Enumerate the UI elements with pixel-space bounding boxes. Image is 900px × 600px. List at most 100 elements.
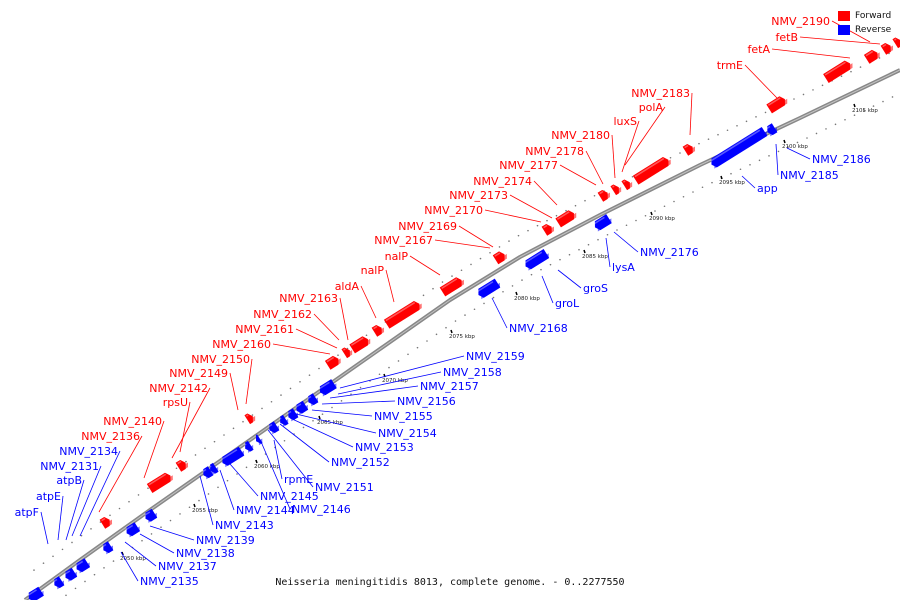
scale-label-4: 2070 kbp	[382, 378, 408, 384]
svg-text:NMV_2186: NMV_2186	[812, 153, 871, 166]
svg-text:NMV_2160: NMV_2160	[212, 338, 271, 351]
scale-label-6: 2080 kbp	[514, 296, 540, 302]
reverse-left-gene-label-1-nmv-2131: NMV_2131	[40, 460, 102, 537]
svg-text:NMV_2146: NMV_2146	[292, 503, 351, 516]
forward-gene-block-1	[146, 472, 173, 493]
scale-label-5: 2075 kbp	[449, 334, 475, 340]
reverse-gene-label-20-nmv-2144: NMV_2144	[219, 469, 295, 517]
svg-text:NMV_2170: NMV_2170	[424, 204, 483, 217]
forward-gene-block-22	[892, 37, 900, 49]
svg-text:NMV_2173: NMV_2173	[449, 189, 508, 202]
svg-text:NMV_2142: NMV_2142	[149, 382, 208, 395]
forward-gene-label-7-nmv-2180: NMV_2180	[551, 129, 616, 179]
forward-gene-block-20	[863, 49, 880, 64]
legend: Forward Reverse	[838, 9, 891, 37]
scale-label-8: 2090 kbp	[649, 216, 675, 222]
forward-gene-label-19-nmv-2162: NMV_2162	[253, 308, 340, 341]
svg-text:NMV_2185: NMV_2185	[780, 169, 839, 182]
forward-gene-label-10-nmv-2174: NMV_2174	[473, 175, 558, 206]
forward-swatch	[838, 11, 850, 21]
forward-gene-block-12	[555, 210, 577, 228]
forward-gene-block-16	[632, 156, 671, 185]
reverse-gene-block-15	[295, 400, 309, 415]
reverse-gene-block-1	[53, 576, 65, 590]
reverse-gene-label-15-nmv-2152: NMV_2152	[279, 423, 390, 469]
scale-tick-1	[193, 503, 196, 508]
svg-text:NMV_2168: NMV_2168	[509, 322, 568, 335]
legend-forward: Forward	[838, 9, 891, 23]
forward-gene-block-15	[621, 179, 633, 191]
reverse-gene-block-6	[144, 508, 158, 523]
reverse-gene-block-12	[268, 421, 280, 435]
reverse-gene-block-10	[244, 440, 254, 453]
forward-gene-label-3-trme: trmE	[717, 59, 778, 99]
gene-labels: NMV_2190fetBfetAtrmENMV_2183polAluxSNMV_…	[15, 15, 881, 588]
svg-text:NMV_2176: NMV_2176	[640, 246, 699, 259]
scale-label-7: 2085 kbp	[582, 254, 608, 260]
forward-gene-block-14	[610, 184, 622, 196]
forward-gene-block-4	[324, 355, 341, 370]
reverse-gene-label-24-nmv-2137: NMV_2137	[124, 541, 217, 573]
svg-text:NMV_2140: NMV_2140	[103, 415, 162, 428]
reverse-gene-label-19-nmv-2145: NMV_2145	[229, 463, 319, 503]
svg-text:NMV_2169: NMV_2169	[398, 220, 457, 233]
svg-text:NMV_2135: NMV_2135	[140, 575, 199, 588]
svg-text:NMV_2158: NMV_2158	[443, 366, 502, 379]
forward-gene-label-17-alda: aldA	[335, 280, 377, 319]
forward-gene-block-0	[99, 516, 113, 529]
scale-label-0: 2050 kbp	[120, 556, 146, 562]
forward-gene-label-22-nmv-2150: NMV_2150	[191, 353, 253, 405]
reverse-swatch	[838, 25, 850, 35]
reverse-gene-block-4	[102, 541, 114, 555]
svg-text:NMV_2137: NMV_2137	[158, 560, 217, 573]
svg-text:NMV_2174: NMV_2174	[473, 175, 532, 188]
reverse-gene-label-6-grol: groL	[541, 275, 580, 310]
reverse-gene-label-17-rpme: rpmE	[273, 439, 313, 486]
reverse-left-gene-label-0-nmv-2134: NMV_2134	[59, 445, 121, 537]
svg-text:app: app	[757, 182, 778, 195]
svg-text:NMV_2149: NMV_2149	[169, 367, 228, 380]
reverse-gene-label-4-lysa: lysA	[605, 237, 635, 274]
reverse-gene-block-18	[477, 278, 501, 300]
svg-text:aldA: aldA	[335, 280, 360, 293]
forward-gene-label-9-nmv-2177: NMV_2177	[499, 159, 597, 186]
forward-gene-block-2	[175, 459, 189, 472]
forward-gene-label-27-nmv-2136: NMV_2136	[81, 430, 143, 513]
svg-text:NMV_2134: NMV_2134	[59, 445, 118, 458]
forward-gene-label-14-nmv-2167: NMV_2167	[374, 234, 491, 249]
forward-gene-label-21-nmv-2160: NMV_2160	[212, 338, 331, 355]
reverse-gene-block-21	[710, 126, 768, 169]
reverse-gene-block-20	[593, 214, 612, 232]
svg-text:NMV_2183: NMV_2183	[631, 87, 690, 100]
reverse-gene-label-13-nmv-2154: NMV_2154	[295, 413, 437, 440]
reverse-left-gene-label-4-atpf: atpF	[15, 506, 49, 545]
svg-text:atpB: atpB	[56, 474, 82, 487]
reverse-gene-label-23-nmv-2138: NMV_2138	[139, 533, 235, 560]
svg-text:NMV_2151: NMV_2151	[315, 481, 374, 494]
forward-gene-block-9	[439, 277, 464, 297]
svg-text:groL: groL	[555, 297, 580, 310]
forward-gene-block-18	[766, 96, 788, 114]
forward-gene-label-23-nmv-2149: NMV_2149	[169, 367, 239, 411]
forward-gene-label-18-nmv-2163: NMV_2163	[279, 292, 349, 341]
svg-text:polA: polA	[639, 101, 664, 114]
forward-gene-label-2-feta: fetA	[748, 43, 851, 59]
reverse-gene-label-9-nmv-2158: NMV_2158	[337, 366, 502, 395]
svg-text:NMV_2145: NMV_2145	[260, 490, 319, 503]
svg-text:NMV_2180: NMV_2180	[551, 129, 610, 142]
forward-gene-block-11	[541, 223, 555, 236]
forward-gene-label-4-nmv-2183: NMV_2183	[631, 87, 693, 136]
svg-text:NMV_2138: NMV_2138	[176, 547, 235, 560]
scale-label-3: 2065 kbp	[317, 420, 343, 426]
legend-reverse: Reverse	[838, 23, 891, 37]
svg-text:rpsU: rpsU	[163, 396, 188, 409]
reverse-gene-label-1-nmv-2185: NMV_2185	[775, 143, 839, 182]
svg-text:lysA: lysA	[612, 261, 635, 274]
reverse-gene-label-22-nmv-2139: NMV_2139	[149, 525, 255, 547]
reverse-gene-block-16	[307, 393, 319, 407]
svg-text:NMV_2178: NMV_2178	[525, 145, 584, 158]
legend-forward-label: Forward	[855, 11, 892, 21]
forward-gene-label-24-nmv-2142: NMV_2142	[149, 382, 211, 459]
legend-reverse-label: Reverse	[855, 25, 892, 35]
